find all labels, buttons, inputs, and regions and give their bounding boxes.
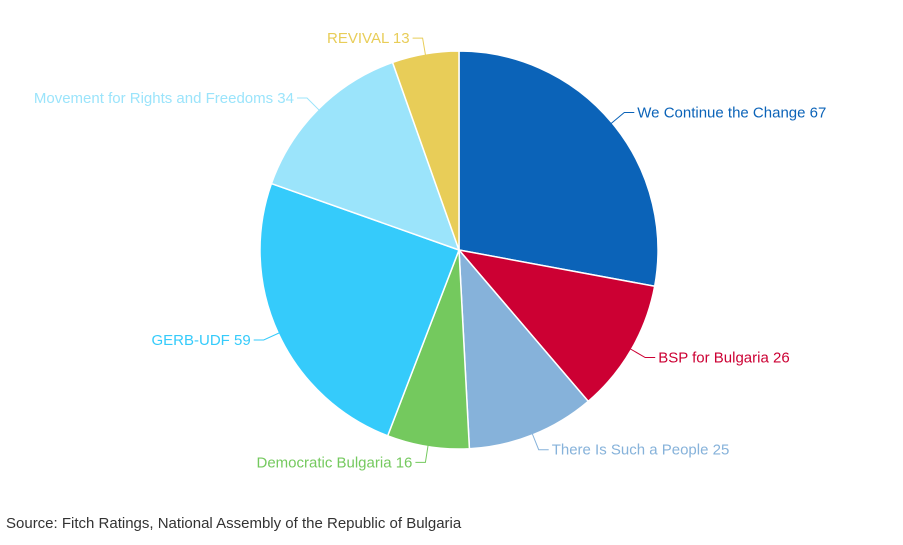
source-note: Source: Fitch Ratings, National Assembly… [6,515,462,532]
pie-slice-we-continue-the-change [458,50,659,288]
data-label-we-continue-the-change: We Continue the Change 67 [637,105,826,122]
connector-there-is-such-a-people [531,432,549,451]
pie-chart: We Continue the Change 67 BSP for Bulgari… [34,30,826,471]
data-label-movement-for-rights-and-freedoms: Movement for Rights and Freedoms 34 [34,90,294,107]
data-label-democratic-bulgaria: Democratic Bulgaria 16 [256,454,412,471]
connector-gerb-udf [253,332,281,341]
data-label-revival: REVIVAL 13 [327,30,410,47]
data-label-there-is-such-a-people: There Is Such a People 25 [552,442,730,459]
connector-democratic-bulgaria [415,444,429,463]
connector-bsp-for-bulgaria [629,348,656,358]
data-label-gerb-udf: GERB-UDF 59 [152,332,251,349]
connector-we-continue-the-change [610,112,635,125]
pie-chart-svg: We Continue the Change 67 BSP for Bulgari… [34,30,826,471]
connector-revival [412,37,427,56]
connector-movement-for-rights-and-freedoms [297,97,321,112]
data-label-bsp-for-bulgaria: BSP for Bulgaria 26 [658,350,789,367]
